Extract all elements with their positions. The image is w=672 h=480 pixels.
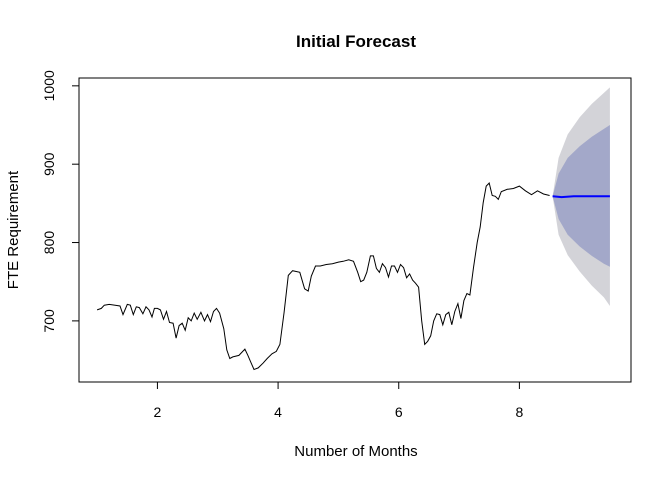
plot-frame bbox=[78, 77, 632, 383]
y-tick-label: 900 bbox=[41, 152, 57, 176]
y-tick-label: 1000 bbox=[41, 70, 57, 101]
x-tick-label: 2 bbox=[154, 404, 162, 420]
y-axis-label: FTE Requirement bbox=[5, 170, 22, 289]
y-tick-label: 700 bbox=[41, 309, 57, 333]
plot-area bbox=[96, 87, 610, 371]
forecast-series-line bbox=[552, 195, 610, 199]
x-tick-label: 8 bbox=[515, 404, 523, 420]
x-axis-label: Number of Months bbox=[294, 443, 417, 460]
chart-title: Initial Forecast bbox=[296, 32, 416, 51]
x-tick-label: 4 bbox=[274, 404, 282, 420]
history-series-line bbox=[96, 181, 550, 371]
axes: 2 4 6 8 700 800 900 1000 bbox=[41, 70, 524, 420]
y-tick-label: 800 bbox=[41, 231, 57, 255]
x-tick-label: 6 bbox=[395, 404, 403, 420]
